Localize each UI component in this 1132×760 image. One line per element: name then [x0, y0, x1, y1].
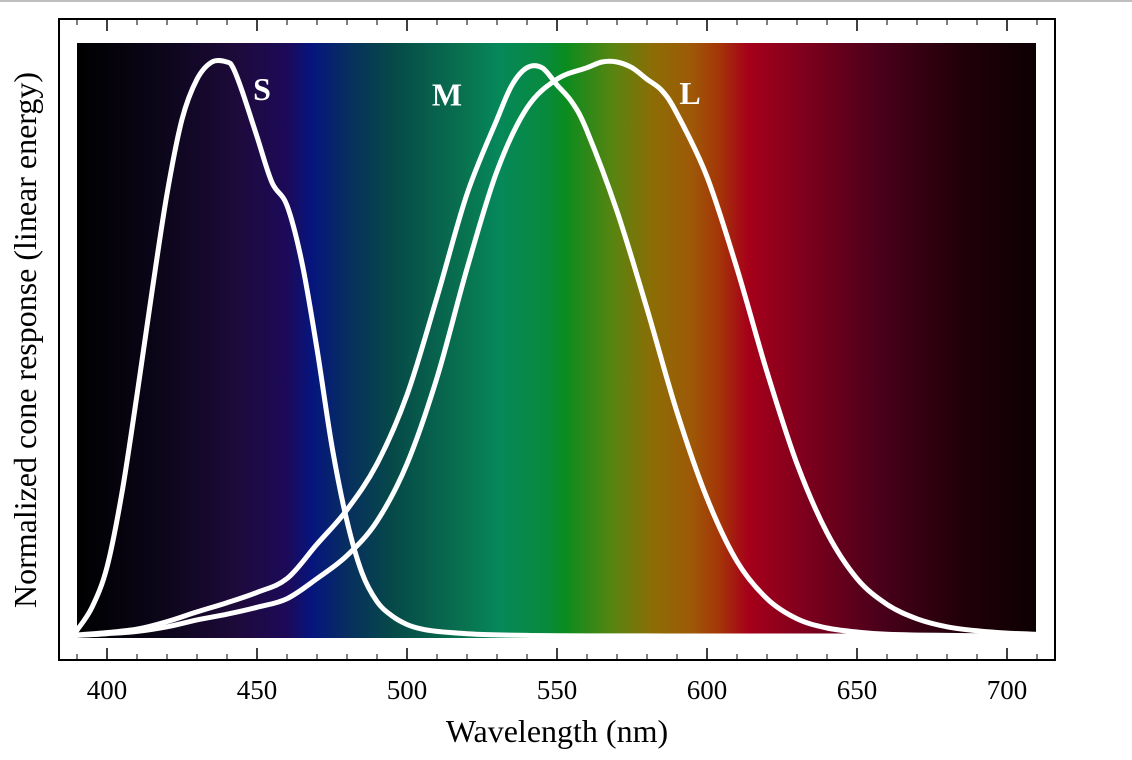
x-tick-label-600: 600	[687, 675, 728, 705]
x-tick-label-700: 700	[987, 675, 1028, 705]
y-axis-label: Normalized cone response (linear energy)	[7, 72, 43, 608]
curve-label-s: S	[253, 71, 271, 107]
x-tick-label-500: 500	[387, 675, 428, 705]
curve-s	[74, 57, 1010, 639]
x-tick-label-450: 450	[237, 675, 278, 705]
spectrum-background	[77, 43, 1036, 638]
x-tick-label-400: 400	[87, 675, 128, 705]
x-tick-label-650: 650	[837, 675, 878, 705]
x-axis-ticks	[76, 19, 1038, 660]
curve-m	[74, 63, 1040, 639]
x-axis-label: Wavelength (nm)	[446, 713, 668, 749]
curve-label-m: M	[432, 77, 462, 113]
x-axis-tick-labels: 400 450 500 550 600 650 700	[87, 675, 1028, 705]
curve-label-l: L	[679, 75, 700, 111]
curves	[74, 57, 1040, 639]
x-tick-label-550: 550	[537, 675, 578, 705]
curve-l	[74, 58, 1040, 638]
